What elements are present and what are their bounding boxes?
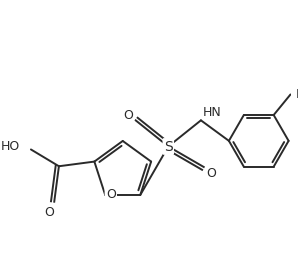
Text: I: I	[296, 88, 298, 101]
Text: HN: HN	[203, 105, 221, 118]
Text: O: O	[45, 205, 55, 218]
Text: O: O	[123, 109, 133, 122]
Text: HO: HO	[1, 140, 20, 153]
Text: S: S	[164, 140, 173, 154]
Text: O: O	[206, 166, 216, 179]
Text: O: O	[106, 187, 116, 200]
